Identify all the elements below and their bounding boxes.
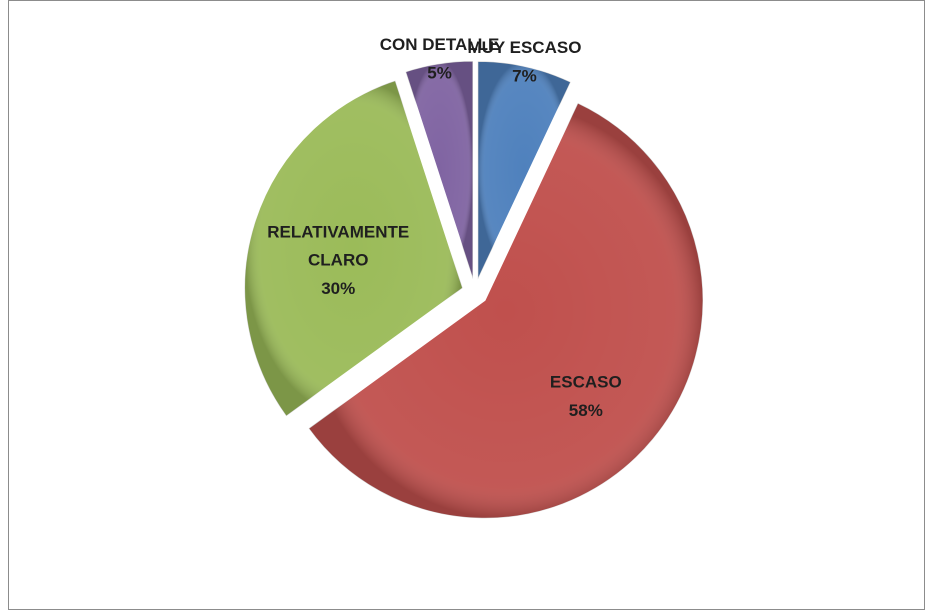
category-label: MUY ESCASO [467,38,581,57]
category-label: CON DETALLE [380,36,500,55]
value-label: 5% [427,64,452,83]
value-label: 58% [569,401,603,420]
category-label: ESCASO [550,373,622,392]
value-label: 30% [321,279,355,298]
category-label: RELATIVAMENTE CLARO [267,223,409,270]
labels: MUY ESCASO 7% ESCASO 58% RELATIVAMENTE CLARO 3… [267,36,621,421]
value-label: 7% [512,66,537,85]
